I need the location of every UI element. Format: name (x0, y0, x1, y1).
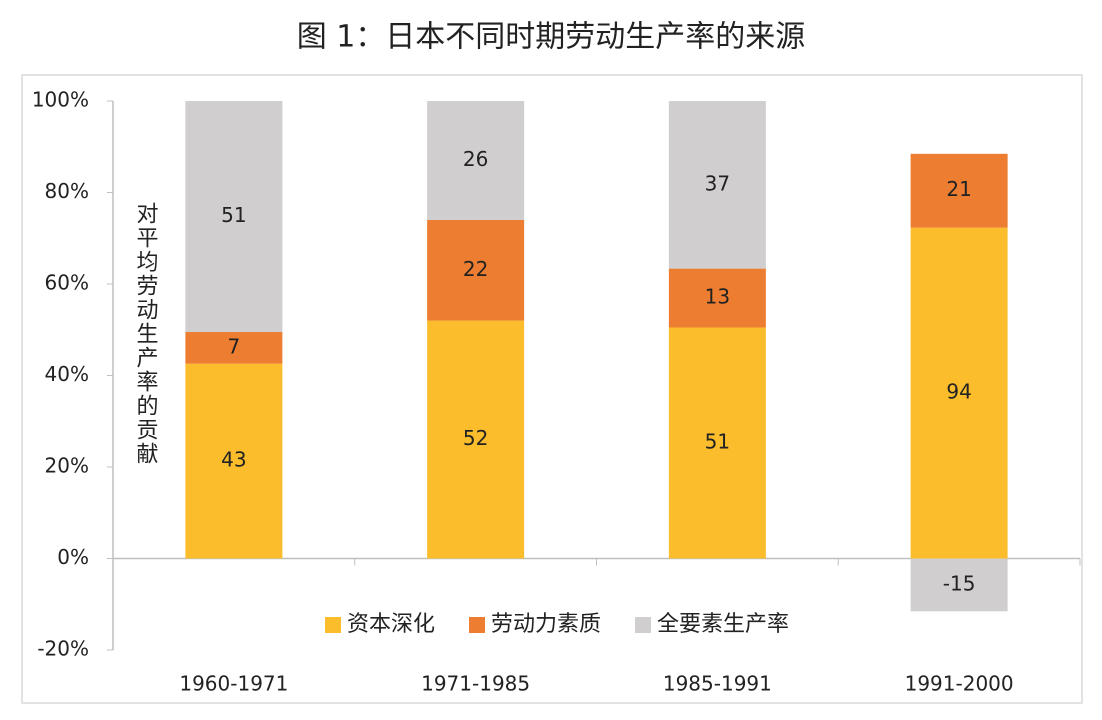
x-tick-label: 1985-1991 (663, 672, 772, 696)
data-label: 7 (228, 334, 241, 358)
y-tick-label: 60% (45, 271, 89, 295)
data-label: 94 (946, 380, 971, 404)
data-label: 37 (705, 171, 730, 195)
bar-segment (910, 153, 1008, 228)
data-label: 21 (946, 177, 971, 201)
data-label: 51 (705, 429, 730, 453)
chart-frame (21, 74, 1083, 704)
legend-swatch (469, 617, 486, 633)
data-label: 52 (463, 426, 488, 450)
legend-label: 劳动力素质 (491, 612, 601, 637)
y-tick-label: 0% (57, 545, 89, 569)
legend-swatch (325, 617, 341, 633)
bar-segment (185, 332, 283, 364)
y-tick-label: 80% (45, 179, 89, 203)
legend-swatch (635, 617, 652, 633)
y-axis-label: 对平均劳动生产率的贡献 (133, 202, 159, 466)
bar-segment (427, 320, 525, 559)
bar-segment (668, 101, 766, 269)
bar-segment (668, 268, 766, 328)
bar-segment (185, 101, 283, 333)
x-tick-label: 1991-2000 (905, 672, 1014, 696)
y-tick-label: 40% (45, 362, 89, 386)
legend-label: 资本深化 (347, 612, 435, 637)
legend-label: 全要素生产率 (657, 612, 789, 637)
data-label: -15 (943, 571, 976, 595)
y-tick-label: 100% (32, 88, 89, 112)
chart-title: 图 1：日本不同时期劳动生产率的来源 (297, 20, 806, 55)
x-tick-label: 1971-1985 (421, 672, 530, 696)
y-tick-label: 20% (45, 454, 89, 478)
bar-segment (427, 101, 525, 220)
data-label: 13 (705, 285, 730, 309)
bar-segment (185, 363, 283, 559)
x-tick-label: 1960-1971 (179, 672, 288, 696)
data-label: 22 (463, 257, 488, 281)
data-label: 43 (221, 448, 246, 472)
y-tick-label: -20% (37, 637, 89, 661)
bar-segment (910, 558, 1008, 612)
data-label: 26 (463, 147, 488, 171)
bar-segment (427, 219, 525, 321)
data-label: 51 (221, 203, 246, 227)
bar-segment (668, 327, 766, 559)
bar-segment (910, 227, 1008, 559)
